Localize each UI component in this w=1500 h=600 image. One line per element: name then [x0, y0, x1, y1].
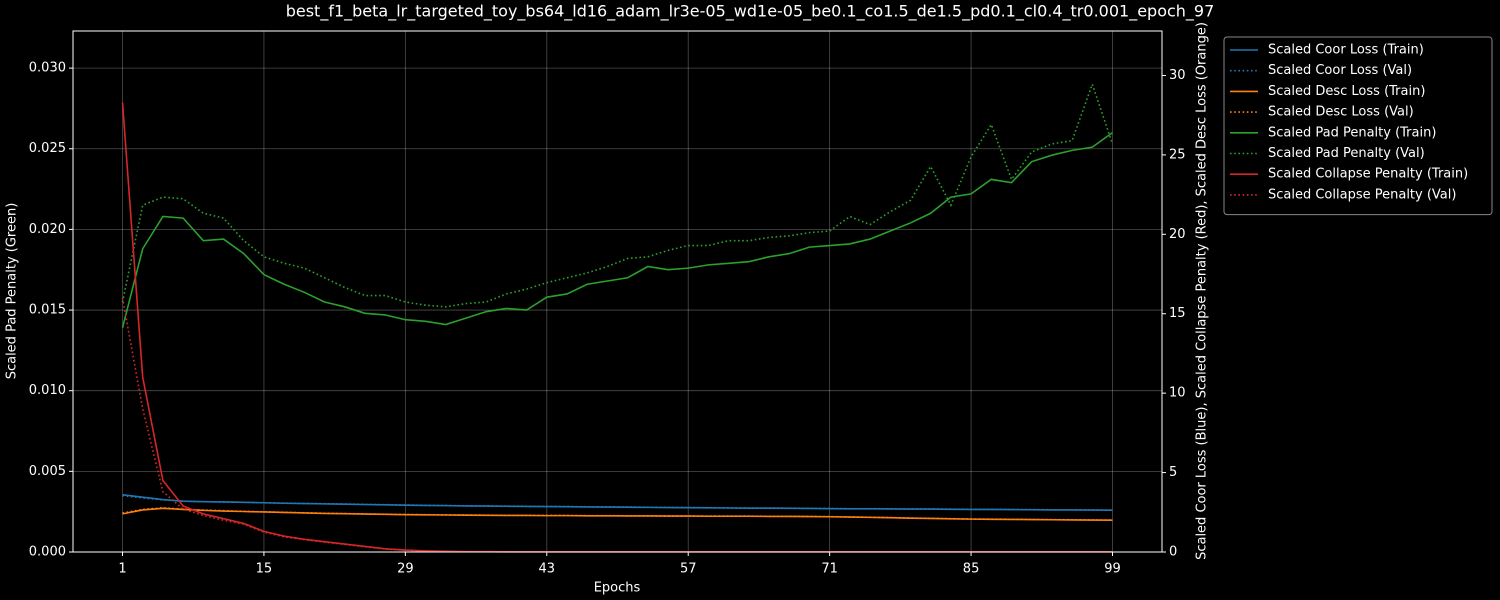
y-tick-label: 0.015 [29, 303, 66, 318]
y2-tick-label: 0 [1169, 545, 1177, 560]
x-tick-label: 43 [539, 562, 556, 577]
legend-label: Scaled Desc Loss (Train) [1268, 84, 1425, 99]
x-tick-label: 29 [397, 562, 414, 577]
y2-tick-label: 5 [1169, 465, 1177, 480]
series-line [122, 494, 1113, 512]
legend-label: Scaled Pad Penalty (Val) [1268, 146, 1425, 161]
chart-title: best_f1_beta_lr_targeted_toy_bs64_ld16_a… [286, 2, 1215, 22]
y2-tick-label: 30 [1169, 68, 1186, 83]
y-axis-label: Scaled Pad Penalty (Green) [5, 203, 20, 380]
x-tick-label: 71 [821, 562, 838, 577]
series-line [122, 507, 1113, 522]
legend-label: Scaled Coor Loss (Val) [1268, 63, 1412, 78]
legend-label: Scaled Coor Loss (Train) [1268, 43, 1424, 58]
y2-tick-label: 20 [1169, 227, 1186, 242]
y-tick-label: 0.005 [29, 464, 66, 479]
y2-tick-label: 10 [1169, 386, 1186, 401]
legend-label: Scaled Collapse Penalty (Train) [1268, 167, 1468, 182]
y2-tick-label: 15 [1169, 306, 1186, 321]
legend-label: Scaled Desc Loss (Val) [1268, 105, 1414, 120]
x-tick-label: 85 [963, 562, 980, 577]
y-tick-label: 0.000 [29, 545, 66, 560]
series-line [121, 131, 1113, 328]
plot-frame [72, 30, 1163, 553]
legend-label: Scaled Collapse Penalty (Val) [1268, 187, 1456, 202]
series-line [122, 494, 1113, 511]
y2-tick-label: 25 [1169, 147, 1186, 162]
series-line [121, 297, 1113, 553]
x-axis-label: Epochs [594, 581, 641, 596]
y-tick-label: 0.010 [29, 383, 66, 398]
y2-axis-label: Scaled Coor Loss (Blue), Scaled Collapse… [1195, 22, 1210, 560]
x-tick-label: 99 [1104, 562, 1121, 577]
x-tick-label: 15 [256, 562, 273, 577]
series-line [121, 102, 1113, 553]
x-tick-label: 57 [680, 562, 697, 577]
y-tick-label: 0.025 [29, 141, 66, 156]
legend-box [1223, 36, 1493, 216]
series-line [121, 81, 1114, 308]
y-tick-label: 0.030 [29, 61, 66, 76]
x-tick-label: 1 [118, 562, 126, 577]
legend-label: Scaled Pad Penalty (Train) [1268, 125, 1436, 140]
y-tick-label: 0.020 [29, 222, 66, 237]
